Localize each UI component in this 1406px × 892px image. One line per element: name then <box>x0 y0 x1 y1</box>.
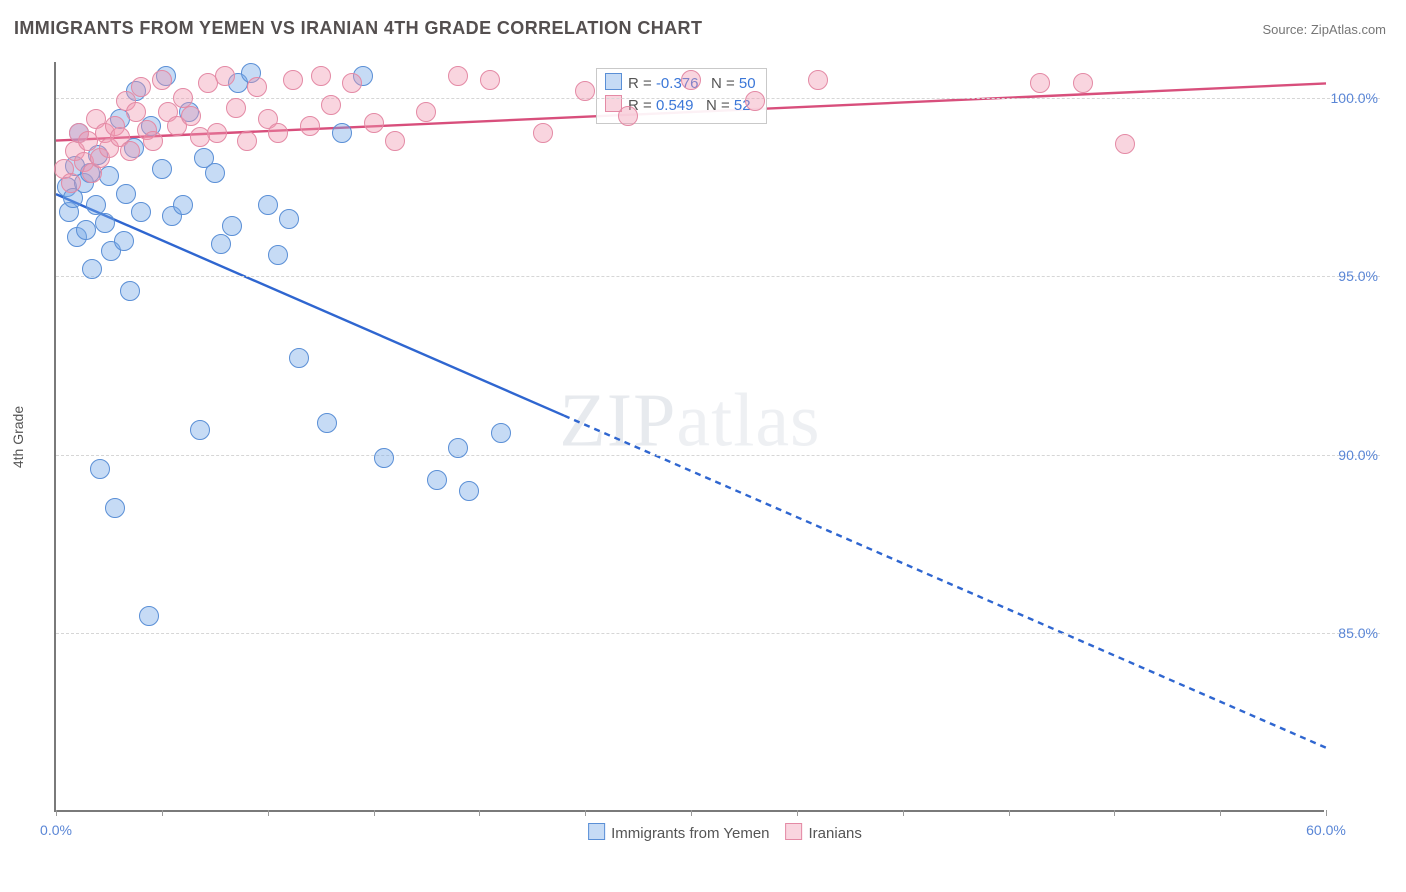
iran-point <box>1115 134 1135 154</box>
legend-swatch-yemen <box>588 823 605 840</box>
yemen-point <box>190 420 210 440</box>
x-tick <box>1220 810 1221 816</box>
yemen-point <box>459 481 479 501</box>
yemen-point <box>152 159 172 179</box>
x-tick <box>1114 810 1115 816</box>
iran-point <box>342 73 362 93</box>
yemen-point <box>332 123 352 143</box>
iran-point <box>1073 73 1093 93</box>
plot-area: ZIPatlas R = -0.376 N = 50R = 0.549 N = … <box>54 62 1324 812</box>
yemen-point <box>173 195 193 215</box>
yemen-point <box>139 606 159 626</box>
yemen-point <box>90 459 110 479</box>
bottom-legend: Immigrants from Yemen Iranians <box>572 823 862 842</box>
x-tick <box>56 810 57 816</box>
yemen-point <box>289 348 309 368</box>
iran-point <box>300 116 320 136</box>
y-tick-label: 85.0% <box>1326 625 1378 641</box>
iran-point <box>385 131 405 151</box>
yemen-point <box>448 438 468 458</box>
iran-point <box>575 81 595 101</box>
yemen-point <box>76 220 96 240</box>
iran-point <box>283 70 303 90</box>
iran-point <box>364 113 384 133</box>
iran-point <box>207 123 227 143</box>
yemen-point <box>120 281 140 301</box>
iran-point <box>131 77 151 97</box>
x-tick <box>162 810 163 816</box>
yemen-point <box>222 216 242 236</box>
gridline <box>56 276 1380 277</box>
yemen-point <box>211 234 231 254</box>
iran-point <box>268 123 288 143</box>
trend-lines-layer <box>56 62 1326 812</box>
yemen-point <box>82 259 102 279</box>
iran-point <box>321 95 341 115</box>
watermark: ZIPatlas <box>559 378 820 465</box>
iran-point <box>1030 73 1050 93</box>
iran-point <box>215 66 235 86</box>
iran-point <box>311 66 331 86</box>
yemen-point <box>374 448 394 468</box>
yemen-point <box>427 470 447 490</box>
y-tick-label: 95.0% <box>1326 268 1378 284</box>
yemen-point <box>205 163 225 183</box>
x-tick <box>268 810 269 816</box>
y-tick-label: 90.0% <box>1326 447 1378 463</box>
yemen-point <box>258 195 278 215</box>
x-tick-label: 0.0% <box>40 822 72 838</box>
gridline <box>56 455 1380 456</box>
yemen-point <box>95 213 115 233</box>
x-tick <box>903 810 904 816</box>
iran-point <box>681 70 701 90</box>
iran-point <box>745 91 765 111</box>
yemen-point <box>491 423 511 443</box>
yemen-point <box>317 413 337 433</box>
y-axis-label: 4th Grade <box>10 406 26 468</box>
x-tick-label: 60.0% <box>1306 822 1346 838</box>
iran-point <box>247 77 267 97</box>
iran-point <box>126 102 146 122</box>
iran-point <box>533 123 553 143</box>
iran-point <box>448 66 468 86</box>
x-tick <box>1326 810 1327 816</box>
iran-point <box>143 131 163 151</box>
x-tick <box>691 810 692 816</box>
yemen-point <box>131 202 151 222</box>
yemen-point <box>279 209 299 229</box>
chart-container: 4th Grade ZIPatlas R = -0.376 N = 50R = … <box>54 62 1380 812</box>
iran-point <box>226 98 246 118</box>
iran-point <box>416 102 436 122</box>
iran-point <box>237 131 257 151</box>
iran-point <box>618 106 638 126</box>
legend-label-yemen: Immigrants from Yemen <box>611 825 769 842</box>
y-tick-label: 100.0% <box>1326 90 1378 106</box>
info-row-yemen: R = -0.376 N = 50 <box>605 73 756 95</box>
x-tick <box>797 810 798 816</box>
gridline <box>56 633 1380 634</box>
yemen-point <box>99 166 119 186</box>
iran-point <box>120 141 140 161</box>
yemen-point <box>116 184 136 204</box>
yemen-point <box>114 231 134 251</box>
iran-point <box>181 106 201 126</box>
x-tick <box>1009 810 1010 816</box>
x-tick <box>479 810 480 816</box>
iran-point <box>808 70 828 90</box>
chart-title: IMMIGRANTS FROM YEMEN VS IRANIAN 4TH GRA… <box>14 18 702 39</box>
iran-point <box>152 70 172 90</box>
iran-point <box>480 70 500 90</box>
iran-point <box>61 173 81 193</box>
yemen-point <box>105 498 125 518</box>
gridline <box>56 98 1380 99</box>
legend-label-iran: Iranians <box>809 825 862 842</box>
x-tick <box>585 810 586 816</box>
yemen-point <box>268 245 288 265</box>
legend-swatch-iran <box>786 823 803 840</box>
source-label: Source: ZipAtlas.com <box>1262 22 1386 37</box>
x-tick <box>374 810 375 816</box>
